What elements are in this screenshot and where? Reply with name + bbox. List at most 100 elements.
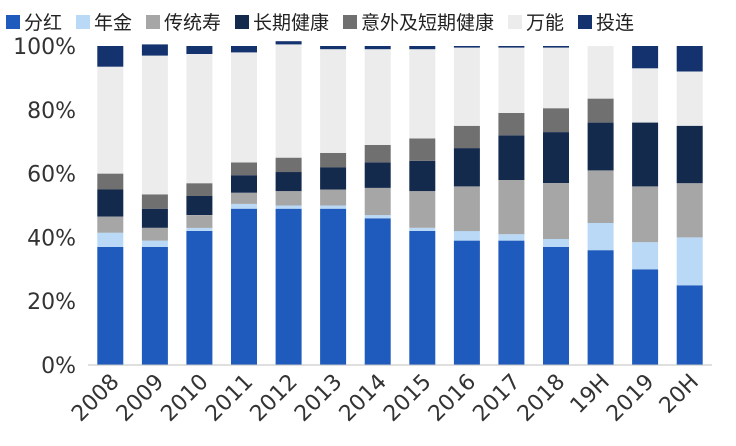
bar-segment [275,172,302,192]
bar-segment [632,242,659,270]
bar-segment [364,162,391,188]
bar-segment [186,231,213,365]
bar-segment [364,46,391,50]
bar-segment [97,247,124,365]
bar-segment [543,47,569,109]
bar-segment [364,215,391,219]
y-tick-label: 100% [13,35,76,60]
x-tick-label: 2010 [156,370,213,427]
bar-segment [141,194,168,209]
bar-segment [587,122,614,171]
bar-segment [97,189,124,217]
bar-segment [409,227,436,231]
bar-segment [320,46,347,50]
bars [97,41,703,366]
bar-segment [141,44,168,56]
bar-segment [453,240,480,365]
legend-label: 意外及短期健康 [361,12,494,34]
bar-segment [498,234,525,241]
bar-segment [632,68,659,123]
bar-segment [632,269,659,365]
bar-segment [231,175,257,193]
bar-segment [320,189,347,206]
x-tick-label: 2016 [424,370,481,427]
bar-segment [676,125,703,184]
x-tick-label: 2014 [335,370,392,427]
bar-segment [498,135,525,180]
bar-segment [320,152,347,168]
bar-segment [632,46,659,69]
bar-segment [320,167,347,190]
bar-segment [141,208,168,228]
bar-segment [587,223,614,251]
bar-segment [498,46,525,48]
bar-segment [231,46,257,53]
x-axis: 2008200920102011201220132014201520162017… [67,370,704,427]
legend-swatch [6,15,20,29]
bar-segment [409,160,436,192]
legend-label: 传统寿 [164,12,221,34]
x-tick-label: 2013 [290,370,347,427]
bar-segment [676,237,703,286]
bar-segment [543,239,569,247]
bar-segment [320,49,347,153]
bar-segment [543,247,569,365]
bar-segment [141,240,168,247]
bar-segment [676,183,703,238]
bar-segment [453,47,480,126]
bar-segment [409,49,436,139]
bar-segment [676,46,703,72]
bar-segment [231,203,257,209]
bar-segment [543,132,569,184]
bar-segment [231,162,257,176]
bar-segment [320,208,347,365]
bar-segment [275,208,302,365]
bar-segment [275,157,302,173]
legend-label: 长期健康 [253,12,329,34]
bar-segment [632,122,659,187]
x-tick-label: 2015 [379,370,436,427]
bar-segment [587,46,614,99]
bar-segment [498,113,525,136]
y-tick-label: 0% [41,354,76,379]
legend-label: 分红 [24,12,62,34]
bar-segment [364,218,391,365]
bar-segment [453,125,480,149]
x-tick-label: 2009 [112,370,169,427]
bar-segment [97,46,124,67]
bar-segment [676,71,703,126]
bar-segment [186,54,213,184]
bar-segment [364,188,391,216]
legend-swatch [76,15,90,29]
legend-swatch [146,15,160,29]
bar-segment [409,46,436,50]
bar-segment [364,144,391,163]
legend-label: 万能 [526,12,564,34]
x-tick-label: 2019 [602,370,659,427]
bar-segment [453,231,480,241]
legend: 分红 年金 传统寿 长期健康 意外及短期健康 万能 投连 [6,12,634,34]
bar-segment [320,205,347,209]
bar-segment [364,49,391,145]
x-tick-label: 2018 [513,370,570,427]
bar-segment [141,55,168,195]
bar-segment [275,41,302,45]
x-tick-label: 2012 [246,370,303,427]
bar-segment [632,186,659,243]
bar-segment [498,240,525,365]
bar-segment [275,191,302,206]
bar-segment [186,46,213,54]
bar-segment [231,208,257,365]
bar-segment [231,192,257,204]
y-tick-label: 20% [27,290,76,315]
bar-segment [231,52,257,163]
bar-segment [453,46,480,48]
x-tick-label: 2017 [468,370,525,427]
bar-segment [97,173,124,190]
bar-segment [453,186,480,232]
legend-swatch [508,15,522,29]
bar-segment [186,195,213,215]
y-axis: 0% 20% 40% 60% 80% 100% [13,35,76,379]
x-tick-label: 20H [655,370,704,419]
